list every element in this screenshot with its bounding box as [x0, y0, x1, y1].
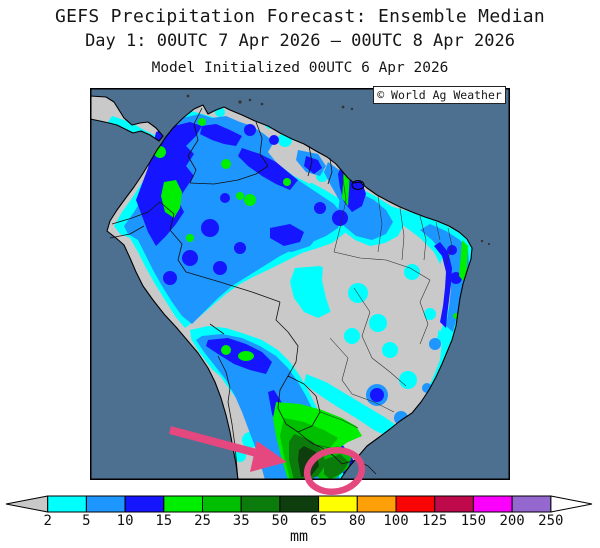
country-borders: [109, 107, 377, 480]
colorbar-tick-label: 100: [383, 513, 408, 529]
colorbar-tick-label: 50: [271, 513, 288, 529]
map-panel: © World Ag Weather: [90, 86, 510, 480]
colorbar-segment: [356, 495, 397, 513]
colorbar-segment: [47, 495, 87, 513]
colorbar-tick-label: 35: [233, 513, 250, 529]
colorbar-segment: [472, 495, 513, 513]
colorbar-tick-label: 15: [155, 513, 172, 529]
colorbar-segment: [85, 495, 126, 513]
copyright-badge: © World Ag Weather: [373, 86, 506, 104]
coastline: [90, 95, 473, 480]
colorbar-tick-label: 10: [117, 513, 134, 529]
colorbar-tick-label: 65: [310, 513, 327, 529]
colorbar-segment: [202, 495, 242, 513]
page-title: GEFS Precipitation Forecast: Ensemble Me…: [54, 6, 546, 27]
colorbar-segment: [395, 495, 436, 513]
colorbar-segment: [279, 495, 320, 513]
colorbar-tick-label: 5: [82, 513, 90, 529]
colorbar-tick-label: 200: [499, 513, 524, 529]
colorbar-overflow-arrow: [550, 495, 593, 513]
colorbar-unit-label: mm: [290, 527, 308, 545]
map-frame: [90, 88, 510, 480]
colorbar-segment: [124, 495, 165, 513]
island-dots: [186, 94, 491, 246]
colorbar-tick-label: 25: [194, 513, 211, 529]
colorbar-tick-label: 250: [538, 513, 563, 529]
colorbar-segment: [434, 495, 474, 513]
colorbar-tick-label: 80: [349, 513, 366, 529]
colorbar-tick-label: 150: [461, 513, 486, 529]
model-init-line: Model Initialized 00UTC 6 Apr 2026: [151, 60, 449, 76]
colorbar-underflow-arrow: [5, 495, 49, 513]
precipitation-map: [90, 88, 510, 480]
colorbar-segment: [163, 495, 204, 513]
colorbar-segment: [318, 495, 358, 513]
state-borders: [311, 171, 453, 455]
colorbar-tick-label: 2: [43, 513, 51, 529]
page-subtitle: Day 1: 00UTC 7 Apr 2026 – 00UTC 8 Apr 20…: [85, 31, 515, 51]
colorbar-segment: [511, 495, 552, 513]
colorbar-tick-label: 125: [422, 513, 447, 529]
colorbar-segment: [240, 495, 281, 513]
